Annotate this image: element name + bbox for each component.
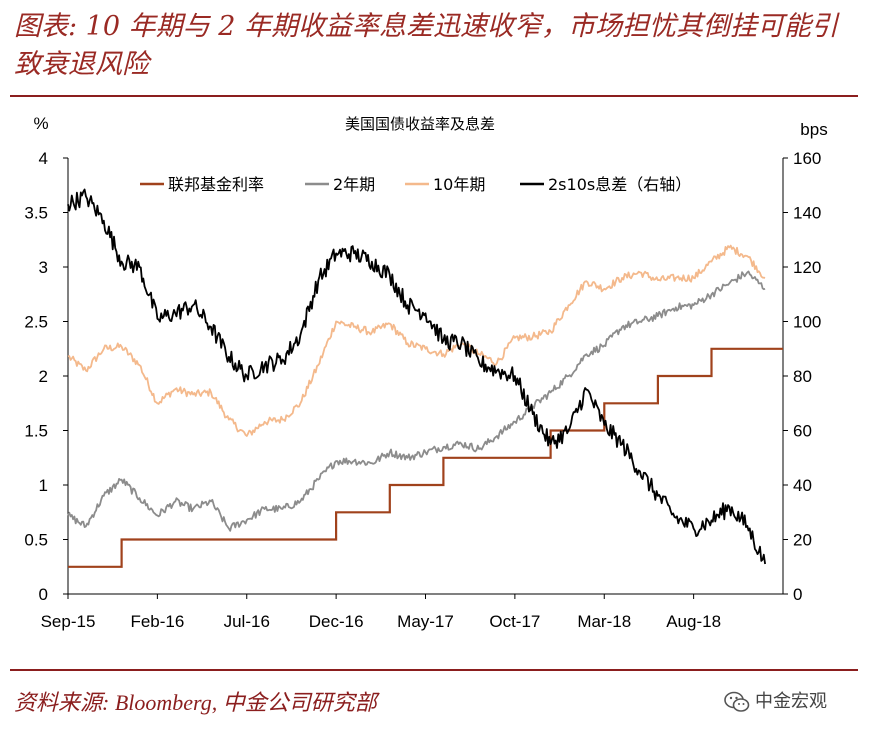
legend-label-3: 2s10s息差（右轴） (548, 175, 691, 194)
series-line-3 (67, 188, 766, 565)
source-divider (10, 669, 858, 671)
legend-label-1: 2年期 (333, 175, 375, 194)
left-axis-tick-label: 2 (39, 367, 48, 386)
chart-axes: 00.511.522.533.54020406080100120140160Se… (24, 149, 821, 631)
x-axis-tick-label: Aug-18 (666, 612, 721, 631)
left-axis-tick-label: 1.5 (24, 422, 48, 441)
right-axis-tick-label: 120 (793, 258, 821, 277)
series-line-1 (67, 270, 766, 532)
right-axis-unit: bps (800, 120, 827, 139)
watermark-label: 中金宏观 (755, 691, 828, 711)
right-axis-tick-label: 60 (793, 422, 812, 441)
right-axis-tick-label: 160 (793, 149, 821, 168)
left-axis-tick-label: 2.5 (24, 313, 48, 332)
left-axis-tick-label: 4 (39, 149, 48, 168)
chart-title-group: 美国国债收益率及息差 (345, 115, 495, 133)
x-axis-tick-label: Feb-16 (130, 612, 184, 631)
left-axis-unit: % (33, 114, 48, 133)
right-axis-tick-label: 40 (793, 476, 812, 495)
wechat-icon (724, 691, 750, 713)
left-axis-tick-label: 0 (39, 585, 48, 604)
series-line-0 (68, 347, 783, 568)
watermark: 中金宏观 (724, 687, 827, 713)
chart-series (67, 188, 783, 568)
right-axis-tick-label: 0 (793, 585, 802, 604)
x-axis-tick-label: May-17 (397, 612, 454, 631)
x-axis-tick-label: Jul-16 (224, 612, 270, 631)
right-axis-tick-label: 80 (793, 367, 812, 386)
x-axis-tick-label: Oct-17 (489, 612, 540, 631)
x-axis-tick-label: Dec-16 (309, 612, 364, 631)
left-axis-tick-label: 3.5 (24, 204, 48, 223)
right-axis-tick-label: 140 (793, 204, 821, 223)
chart-title: 美国国债收益率及息差 (345, 115, 495, 133)
right-axis-tick-label: 20 (793, 531, 812, 550)
x-axis-tick-label: Sep-15 (41, 612, 96, 631)
left-axis-tick-label: 0.5 (24, 531, 48, 550)
left-axis-tick-label: 3 (39, 258, 48, 277)
chart-legend: 联邦基金利率 2年期 10年期 2s10s息差（右轴） (140, 175, 691, 194)
figure-title: 图表: 10 年期与 2 年期收益率息差迅速收窄，市场担忧其倒挂可能引致衰退风险 (14, 11, 838, 80)
series-line-2 (67, 244, 766, 437)
left-axis-tick-label: 1 (39, 476, 48, 495)
x-axis-tick-label: Mar-18 (577, 612, 631, 631)
legend-label-2: 10年期 (433, 175, 485, 194)
right-axis-tick-label: 100 (793, 313, 821, 332)
source-note: 资料来源: Bloomberg, 中金公司研究部 (14, 690, 377, 715)
title-divider (10, 95, 858, 97)
legend-label-0: 联邦基金利率 (168, 175, 264, 194)
yield-chart: 美国国债收益率及息差 % bps 00.511.522.533.54020406… (24, 114, 827, 631)
